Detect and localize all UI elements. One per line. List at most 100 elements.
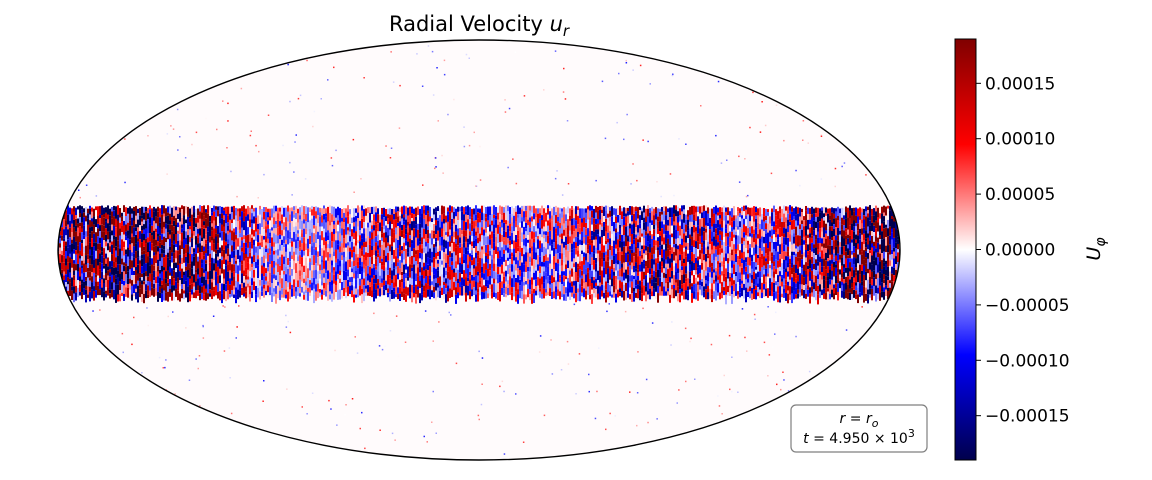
field-cell <box>353 239 355 243</box>
field-cell <box>337 206 339 216</box>
field-cell <box>509 248 511 254</box>
field-cell <box>247 276 249 280</box>
field-cell <box>171 276 173 280</box>
field-cell <box>543 276 545 283</box>
field-cell <box>71 259 73 268</box>
field-cell <box>721 271 723 276</box>
field-cell <box>505 281 507 287</box>
field-cell <box>711 289 713 295</box>
field-cell <box>333 256 335 263</box>
field-cell <box>195 223 197 227</box>
field-cell <box>295 273 297 283</box>
field-cell <box>657 285 659 294</box>
field-cell <box>87 271 89 278</box>
field-cell <box>679 235 681 244</box>
field-cell <box>697 216 699 226</box>
field-cell <box>87 213 89 219</box>
field-cell <box>513 215 515 223</box>
field-cell <box>735 254 737 263</box>
field-cell <box>243 282 245 288</box>
field-cell <box>299 288 301 294</box>
field-cell <box>121 264 123 272</box>
field-cell <box>503 288 505 294</box>
field-cell <box>155 239 157 246</box>
field-cell <box>513 287 515 297</box>
field-cell <box>173 262 175 271</box>
field-cell <box>503 261 505 272</box>
field-cell <box>411 264 413 268</box>
field-cell <box>469 253 471 257</box>
field-cell <box>173 252 175 259</box>
field-cell <box>565 293 567 301</box>
field-cell <box>215 285 217 296</box>
field-cell <box>715 267 717 272</box>
field-cell <box>197 285 199 291</box>
field-cell <box>539 248 541 257</box>
field-cell <box>195 262 197 270</box>
field-cell <box>697 233 699 242</box>
field-cell <box>629 275 631 282</box>
field-cell <box>215 209 217 217</box>
field-cell <box>695 241 697 249</box>
field-cell <box>309 247 311 253</box>
field-cell <box>457 278 459 284</box>
field-cell <box>487 227 489 232</box>
field-cell <box>361 261 363 267</box>
field-cell <box>515 227 517 235</box>
field-cell <box>759 263 761 272</box>
field-cell <box>577 268 579 277</box>
field-cell <box>301 266 303 276</box>
field-cell <box>477 218 479 223</box>
field-cell <box>253 211 255 217</box>
field-cell <box>103 214 105 218</box>
field-cell <box>683 263 685 267</box>
field-cell <box>381 233 383 238</box>
field-cell <box>601 237 603 244</box>
field-cell <box>259 234 261 243</box>
field-cell <box>663 249 665 260</box>
field-cell <box>353 294 355 303</box>
field-cell <box>507 264 509 275</box>
field-cell <box>58 280 59 288</box>
field-cell <box>671 270 673 279</box>
field-cell <box>515 270 517 278</box>
field-cell <box>155 245 157 255</box>
field-cell <box>491 292 493 299</box>
field-cell <box>79 226 81 233</box>
field-cell <box>251 251 253 257</box>
field-cell <box>313 228 315 234</box>
field-cell <box>377 223 379 232</box>
field-cell <box>635 220 637 228</box>
field-cell <box>733 251 735 261</box>
field-cell <box>343 263 345 271</box>
field-cell <box>659 235 661 246</box>
field-cell <box>363 216 365 223</box>
field-cell <box>677 279 679 287</box>
field-cell <box>611 246 613 256</box>
field-cell <box>251 234 253 238</box>
field-cell <box>279 287 281 291</box>
field-cell <box>683 251 685 259</box>
field-cell <box>273 228 275 234</box>
field-cell <box>531 212 533 217</box>
field-cell <box>313 265 315 271</box>
field-cell <box>503 240 505 245</box>
field-cell <box>61 283 63 289</box>
field-cell <box>131 285 133 295</box>
field-cell <box>213 238 215 244</box>
field-cell <box>169 205 171 214</box>
field-cell <box>203 273 205 277</box>
field-cell <box>473 276 475 281</box>
field-cell <box>97 243 99 250</box>
field-cell <box>665 206 667 216</box>
field-cell <box>683 205 685 210</box>
field-cell <box>583 252 585 257</box>
field-cell <box>329 272 331 282</box>
field-cell <box>525 284 527 295</box>
field-cell <box>75 270 77 279</box>
field-cell <box>523 234 525 239</box>
field-cell <box>75 285 77 293</box>
field-cell <box>669 289 671 295</box>
field-cell <box>433 233 435 239</box>
field-cell <box>271 208 273 218</box>
